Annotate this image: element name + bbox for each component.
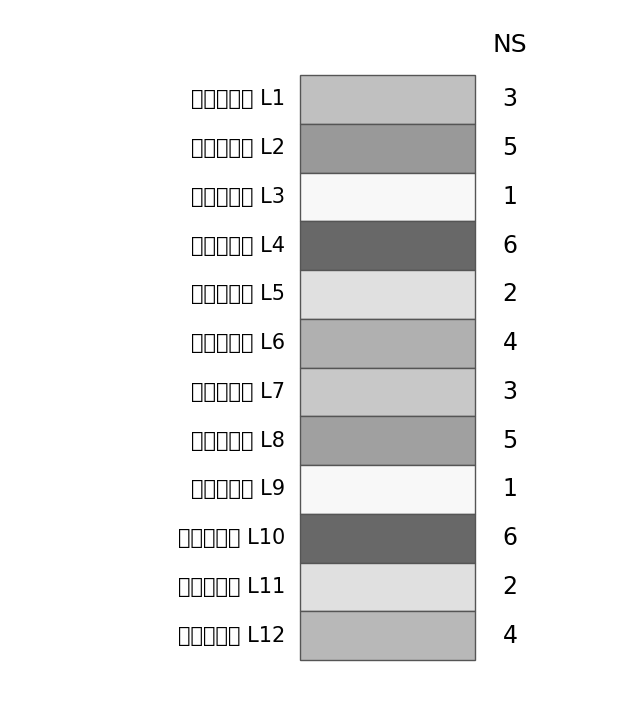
Text: 画素ライン L11: 画素ライン L11	[178, 577, 285, 597]
Bar	[300, 319, 475, 368]
Text: 画素ライン L12: 画素ライン L12	[178, 625, 285, 646]
Bar	[300, 173, 475, 221]
Bar	[300, 75, 475, 124]
Bar	[300, 611, 475, 660]
Bar	[300, 221, 475, 270]
Text: 5: 5	[502, 136, 518, 160]
Text: 2: 2	[502, 282, 518, 306]
Text: 4: 4	[502, 623, 518, 648]
Bar	[300, 270, 475, 319]
Text: 2: 2	[502, 575, 518, 599]
Text: 画素ライン L2: 画素ライン L2	[191, 138, 285, 158]
Text: 画素ライン L9: 画素ライン L9	[191, 479, 285, 499]
Bar	[300, 124, 475, 173]
Text: NS: NS	[493, 33, 527, 57]
Text: 6: 6	[502, 234, 518, 258]
Text: 画素ライン L8: 画素ライン L8	[191, 430, 285, 451]
Bar	[300, 416, 475, 465]
Bar	[300, 562, 475, 611]
Text: 画素ライン L7: 画素ライン L7	[191, 382, 285, 402]
Bar	[300, 368, 475, 416]
Text: 3: 3	[502, 87, 518, 112]
Text: 画素ライン L4: 画素ライン L4	[191, 236, 285, 256]
Bar	[300, 465, 475, 514]
Text: 5: 5	[502, 429, 518, 453]
Text: 1: 1	[502, 477, 517, 501]
Text: 1: 1	[502, 185, 517, 209]
Text: 画素ライン L5: 画素ライン L5	[191, 284, 285, 305]
Text: 画素ライン L1: 画素ライン L1	[191, 89, 285, 110]
Text: 画素ライン L10: 画素ライン L10	[178, 528, 285, 548]
Text: 画素ライン L3: 画素ライン L3	[191, 187, 285, 207]
Text: 6: 6	[502, 526, 518, 550]
Text: 3: 3	[502, 380, 518, 404]
Text: 画素ライン L6: 画素ライン L6	[191, 333, 285, 353]
Text: 4: 4	[502, 331, 518, 355]
Bar	[300, 514, 475, 562]
